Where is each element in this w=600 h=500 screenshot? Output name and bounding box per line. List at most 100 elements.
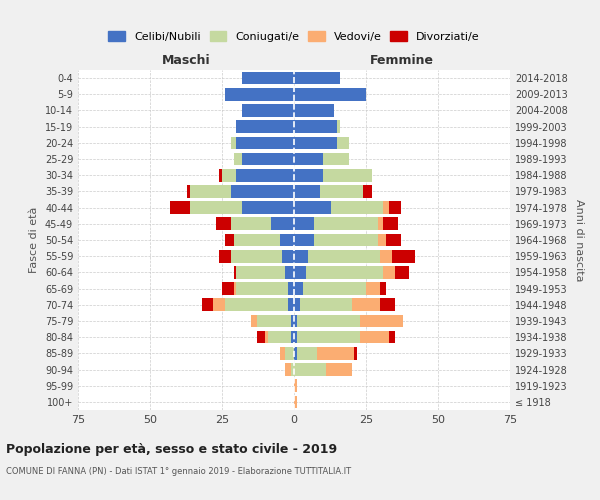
Bar xyxy=(233,152,242,166)
Bar xyxy=(337,120,340,133)
Bar xyxy=(288,282,294,295)
Bar xyxy=(286,363,291,376)
Bar xyxy=(219,169,222,181)
Bar xyxy=(294,282,302,295)
Text: Femmine: Femmine xyxy=(370,54,434,67)
Bar xyxy=(236,120,294,133)
Bar xyxy=(355,347,358,360)
Bar xyxy=(280,347,286,360)
Bar xyxy=(360,314,403,328)
Bar xyxy=(395,266,409,278)
Bar xyxy=(294,234,314,246)
Bar xyxy=(286,266,294,278)
Bar xyxy=(294,266,305,278)
Bar xyxy=(360,331,389,344)
Bar xyxy=(190,185,230,198)
Bar xyxy=(294,104,334,117)
Bar xyxy=(383,266,395,278)
Bar xyxy=(294,218,314,230)
Bar xyxy=(314,218,377,230)
Bar xyxy=(317,347,355,360)
Bar xyxy=(233,282,236,295)
Bar xyxy=(268,331,291,344)
Bar xyxy=(294,169,323,181)
Bar xyxy=(294,152,323,166)
Bar xyxy=(297,347,317,360)
Bar xyxy=(291,314,294,328)
Bar xyxy=(230,185,294,198)
Bar xyxy=(236,266,286,278)
Bar xyxy=(380,250,392,262)
Bar xyxy=(271,218,294,230)
Text: Popolazione per età, sesso e stato civile - 2019: Popolazione per età, sesso e stato civil… xyxy=(6,442,337,456)
Bar xyxy=(294,136,337,149)
Bar xyxy=(230,250,283,262)
Bar xyxy=(294,72,340,85)
Bar xyxy=(294,185,320,198)
Bar xyxy=(294,250,308,262)
Bar xyxy=(236,282,288,295)
Bar xyxy=(314,234,377,246)
Y-axis label: Anni di nascita: Anni di nascita xyxy=(574,198,584,281)
Bar xyxy=(216,218,230,230)
Bar xyxy=(363,185,372,198)
Bar xyxy=(308,250,380,262)
Bar xyxy=(225,234,233,246)
Bar xyxy=(294,202,331,214)
Bar xyxy=(242,72,294,85)
Bar xyxy=(225,298,288,311)
Bar xyxy=(225,88,294,101)
Bar xyxy=(233,234,280,246)
Bar xyxy=(297,314,360,328)
Bar xyxy=(366,282,380,295)
Bar xyxy=(257,331,265,344)
Bar xyxy=(294,396,297,408)
Bar xyxy=(294,331,297,344)
Bar xyxy=(294,380,297,392)
Bar xyxy=(283,250,294,262)
Bar xyxy=(242,152,294,166)
Text: Maschi: Maschi xyxy=(161,54,211,67)
Bar xyxy=(187,185,190,198)
Bar xyxy=(383,202,389,214)
Bar xyxy=(251,314,257,328)
Bar xyxy=(331,202,383,214)
Bar xyxy=(352,298,380,311)
Bar xyxy=(291,331,294,344)
Bar xyxy=(326,363,352,376)
Bar xyxy=(323,169,372,181)
Bar xyxy=(214,298,225,311)
Bar xyxy=(236,169,294,181)
Bar xyxy=(305,266,383,278)
Bar xyxy=(294,120,337,133)
Bar xyxy=(230,218,271,230)
Bar xyxy=(294,88,366,101)
Bar xyxy=(389,331,395,344)
Bar xyxy=(288,298,294,311)
Bar xyxy=(236,136,294,149)
Bar xyxy=(257,314,291,328)
Bar xyxy=(242,104,294,117)
Bar xyxy=(300,298,352,311)
Bar xyxy=(280,234,294,246)
Bar xyxy=(380,298,395,311)
Bar xyxy=(170,202,190,214)
Bar xyxy=(320,185,363,198)
Bar xyxy=(323,152,349,166)
Bar xyxy=(294,347,297,360)
Y-axis label: Fasce di età: Fasce di età xyxy=(29,207,39,273)
Legend: Celibi/Nubili, Coniugati/e, Vedovi/e, Divorziati/e: Celibi/Nubili, Coniugati/e, Vedovi/e, Di… xyxy=(109,32,479,42)
Bar xyxy=(190,202,242,214)
Bar xyxy=(377,234,386,246)
Bar xyxy=(294,363,326,376)
Bar xyxy=(383,218,398,230)
Bar xyxy=(202,298,214,311)
Bar xyxy=(294,314,297,328)
Bar xyxy=(219,250,230,262)
Bar xyxy=(392,250,415,262)
Bar xyxy=(222,169,236,181)
Bar xyxy=(380,282,386,295)
Bar xyxy=(297,331,360,344)
Bar xyxy=(242,202,294,214)
Bar xyxy=(286,347,294,360)
